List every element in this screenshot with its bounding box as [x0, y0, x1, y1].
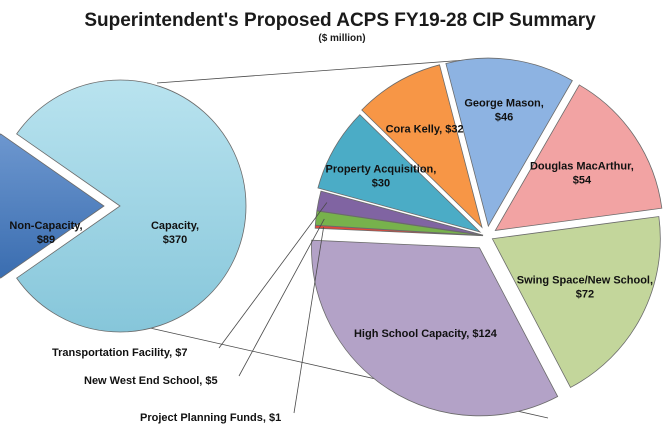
slice-capacity — [16, 79, 247, 333]
label-non-capacity-line: $89 — [37, 234, 55, 246]
label-swing-space-new-school: Swing Space/New School, $72 — [517, 275, 653, 301]
label-capacity-line: Capacity, — [151, 220, 199, 232]
label-swing-space-new-school-line: Swing Space/New School, — [517, 275, 653, 287]
label-non-capacity-line: Non-Capacity, — [9, 220, 82, 232]
label-george-mason-line: $46 — [495, 112, 513, 124]
label-project-planning-funds: Project Planning Funds, $1 — [140, 412, 281, 424]
slice-swing-space-new-school — [491, 216, 661, 388]
label-douglas-macarthur-line: Douglas MacArthur, — [530, 161, 634, 173]
slice-non-capacity — [0, 133, 105, 279]
label-transportation-facility: Transportation Facility, $7 — [52, 347, 188, 359]
connector-line-top — [156, 59, 467, 84]
slice-property-acquisition — [317, 114, 482, 233]
slice-labels: Non-Capacity, $89 Capacity, $370 Douglas Mac… — [9, 98, 653, 425]
label-george-mason: George Mason, $46 — [464, 98, 543, 124]
slice-cora-kelly — [361, 64, 483, 229]
main-pie — [0, 79, 247, 333]
label-high-school-capacity-line: High School Capacity, $124 — [354, 328, 498, 340]
leader-line-transportation-facility — [218, 202, 328, 349]
leader-line-project-planning-funds — [293, 227, 324, 414]
chart-subtitle: ($ million) — [318, 33, 365, 44]
label-capacity: Capacity, $370 — [151, 220, 199, 246]
label-george-mason-line: George Mason, — [464, 98, 543, 110]
label-transportation-facility-line: Transportation Facility, $7 — [52, 347, 188, 359]
label-new-west-end-school-line: New West End School, $5 — [84, 375, 218, 387]
leader-line-new-west-end-school — [238, 218, 325, 377]
label-douglas-macarthur: Douglas MacArthur, $54 — [530, 161, 634, 187]
label-high-school-capacity: High School Capacity, $124 — [354, 328, 498, 340]
label-cora-kelly-line: Cora Kelly, $32 — [386, 124, 464, 136]
label-douglas-macarthur-line: $54 — [573, 175, 592, 187]
label-swing-space-new-school-line: $72 — [576, 289, 594, 301]
slice-high-school-capacity — [311, 239, 559, 417]
label-project-planning-funds-line: Project Planning Funds, $1 — [140, 412, 281, 424]
label-capacity-line: $370 — [163, 234, 187, 246]
slice-george-mason — [445, 57, 573, 228]
slice-new-west-end-school — [314, 210, 484, 236]
slice-transportation-facility — [316, 190, 484, 236]
breakdown-pie — [311, 57, 663, 417]
label-cora-kelly: Cora Kelly, $32 — [386, 124, 464, 136]
label-property-acquisition-line: Property Acquisition, — [325, 163, 436, 175]
label-property-acquisition: Property Acquisition, $30 — [325, 163, 436, 189]
label-non-capacity: Non-Capacity, $89 — [9, 220, 82, 246]
label-property-acquisition-line: $30 — [372, 177, 390, 189]
slice-douglas-macarthur — [494, 84, 663, 231]
chart-title: Superintendent's Proposed ACPS FY19-28 C… — [84, 10, 596, 31]
label-new-west-end-school: New West End School, $5 — [84, 375, 218, 387]
